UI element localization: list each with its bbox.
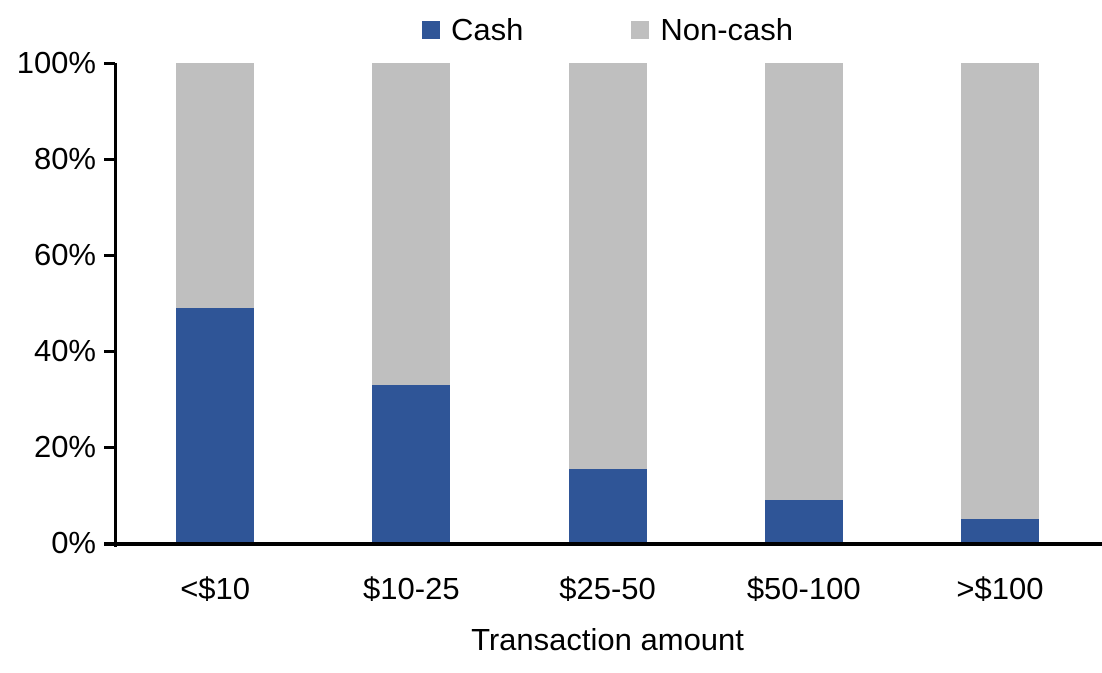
- y-axis-tick-label: 100%: [16, 45, 96, 80]
- legend-cash-swatch-icon: [421, 21, 440, 39]
- y-axis-tick-mark: [104, 158, 115, 161]
- bar-group: [117, 63, 313, 543]
- legend-non-cash-swatch-icon: [631, 21, 650, 39]
- x-axis-tick-label: >$100: [956, 571, 1044, 606]
- y-axis-tick-label: 60%: [33, 237, 96, 272]
- y-axis-tick-label: 80%: [33, 141, 96, 176]
- stacked-bar: [568, 63, 647, 543]
- bar-segment-cash: [372, 384, 451, 543]
- bar-segment-non-cash: [568, 63, 647, 469]
- y-axis-tick-mark: [104, 62, 115, 65]
- y-axis-tick-label: 40%: [33, 333, 96, 368]
- bar-group: [902, 63, 1098, 543]
- legend-non-cash-label: Non-cash: [660, 12, 794, 47]
- legend-item-non-cash: Non-cash: [631, 12, 793, 48]
- bar-segment-cash: [176, 307, 255, 543]
- chart-legend: Cash Non-cash: [117, 12, 1098, 48]
- stacked-bar: [372, 63, 451, 543]
- bars-row: [117, 63, 1098, 543]
- bar-segment-non-cash: [372, 63, 451, 385]
- x-axis-line: [104, 542, 1102, 546]
- stacked-bar: [960, 63, 1039, 543]
- bar-segment-non-cash: [960, 63, 1039, 519]
- legend-cash-label: Cash: [450, 12, 524, 47]
- legend-item-cash: Cash: [421, 12, 524, 48]
- y-axis-tick-label: 0%: [51, 525, 96, 560]
- bar-group: [706, 63, 902, 543]
- y-axis-tick-mark: [104, 350, 115, 353]
- y-axis-tick-mark: [104, 254, 115, 257]
- y-axis-tick-label: 20%: [33, 429, 96, 464]
- stacked-bar: [764, 63, 843, 543]
- x-axis-tick-label: <$10: [180, 571, 251, 606]
- bar-segment-cash: [960, 519, 1039, 543]
- x-axis-labels: <$10 $10-25 $25-50 $50-100 >$100: [117, 571, 1098, 607]
- x-axis-tick-label: $25-50: [559, 571, 656, 606]
- x-axis-tick-label: $50-100: [746, 571, 861, 606]
- x-axis-tick-label: $10-25: [363, 571, 460, 606]
- x-axis-title: Transaction amount: [471, 622, 744, 657]
- bar-group: [313, 63, 509, 543]
- y-axis-tick-mark: [104, 446, 115, 449]
- stacked-bar: [176, 63, 255, 543]
- y-axis-line: [114, 63, 117, 547]
- bar-group: [509, 63, 705, 543]
- bar-segment-cash: [764, 499, 843, 543]
- bar-segment-non-cash: [176, 63, 255, 308]
- bar-segment-non-cash: [764, 63, 843, 500]
- plot-area: [117, 63, 1098, 543]
- bar-segment-cash: [568, 468, 647, 543]
